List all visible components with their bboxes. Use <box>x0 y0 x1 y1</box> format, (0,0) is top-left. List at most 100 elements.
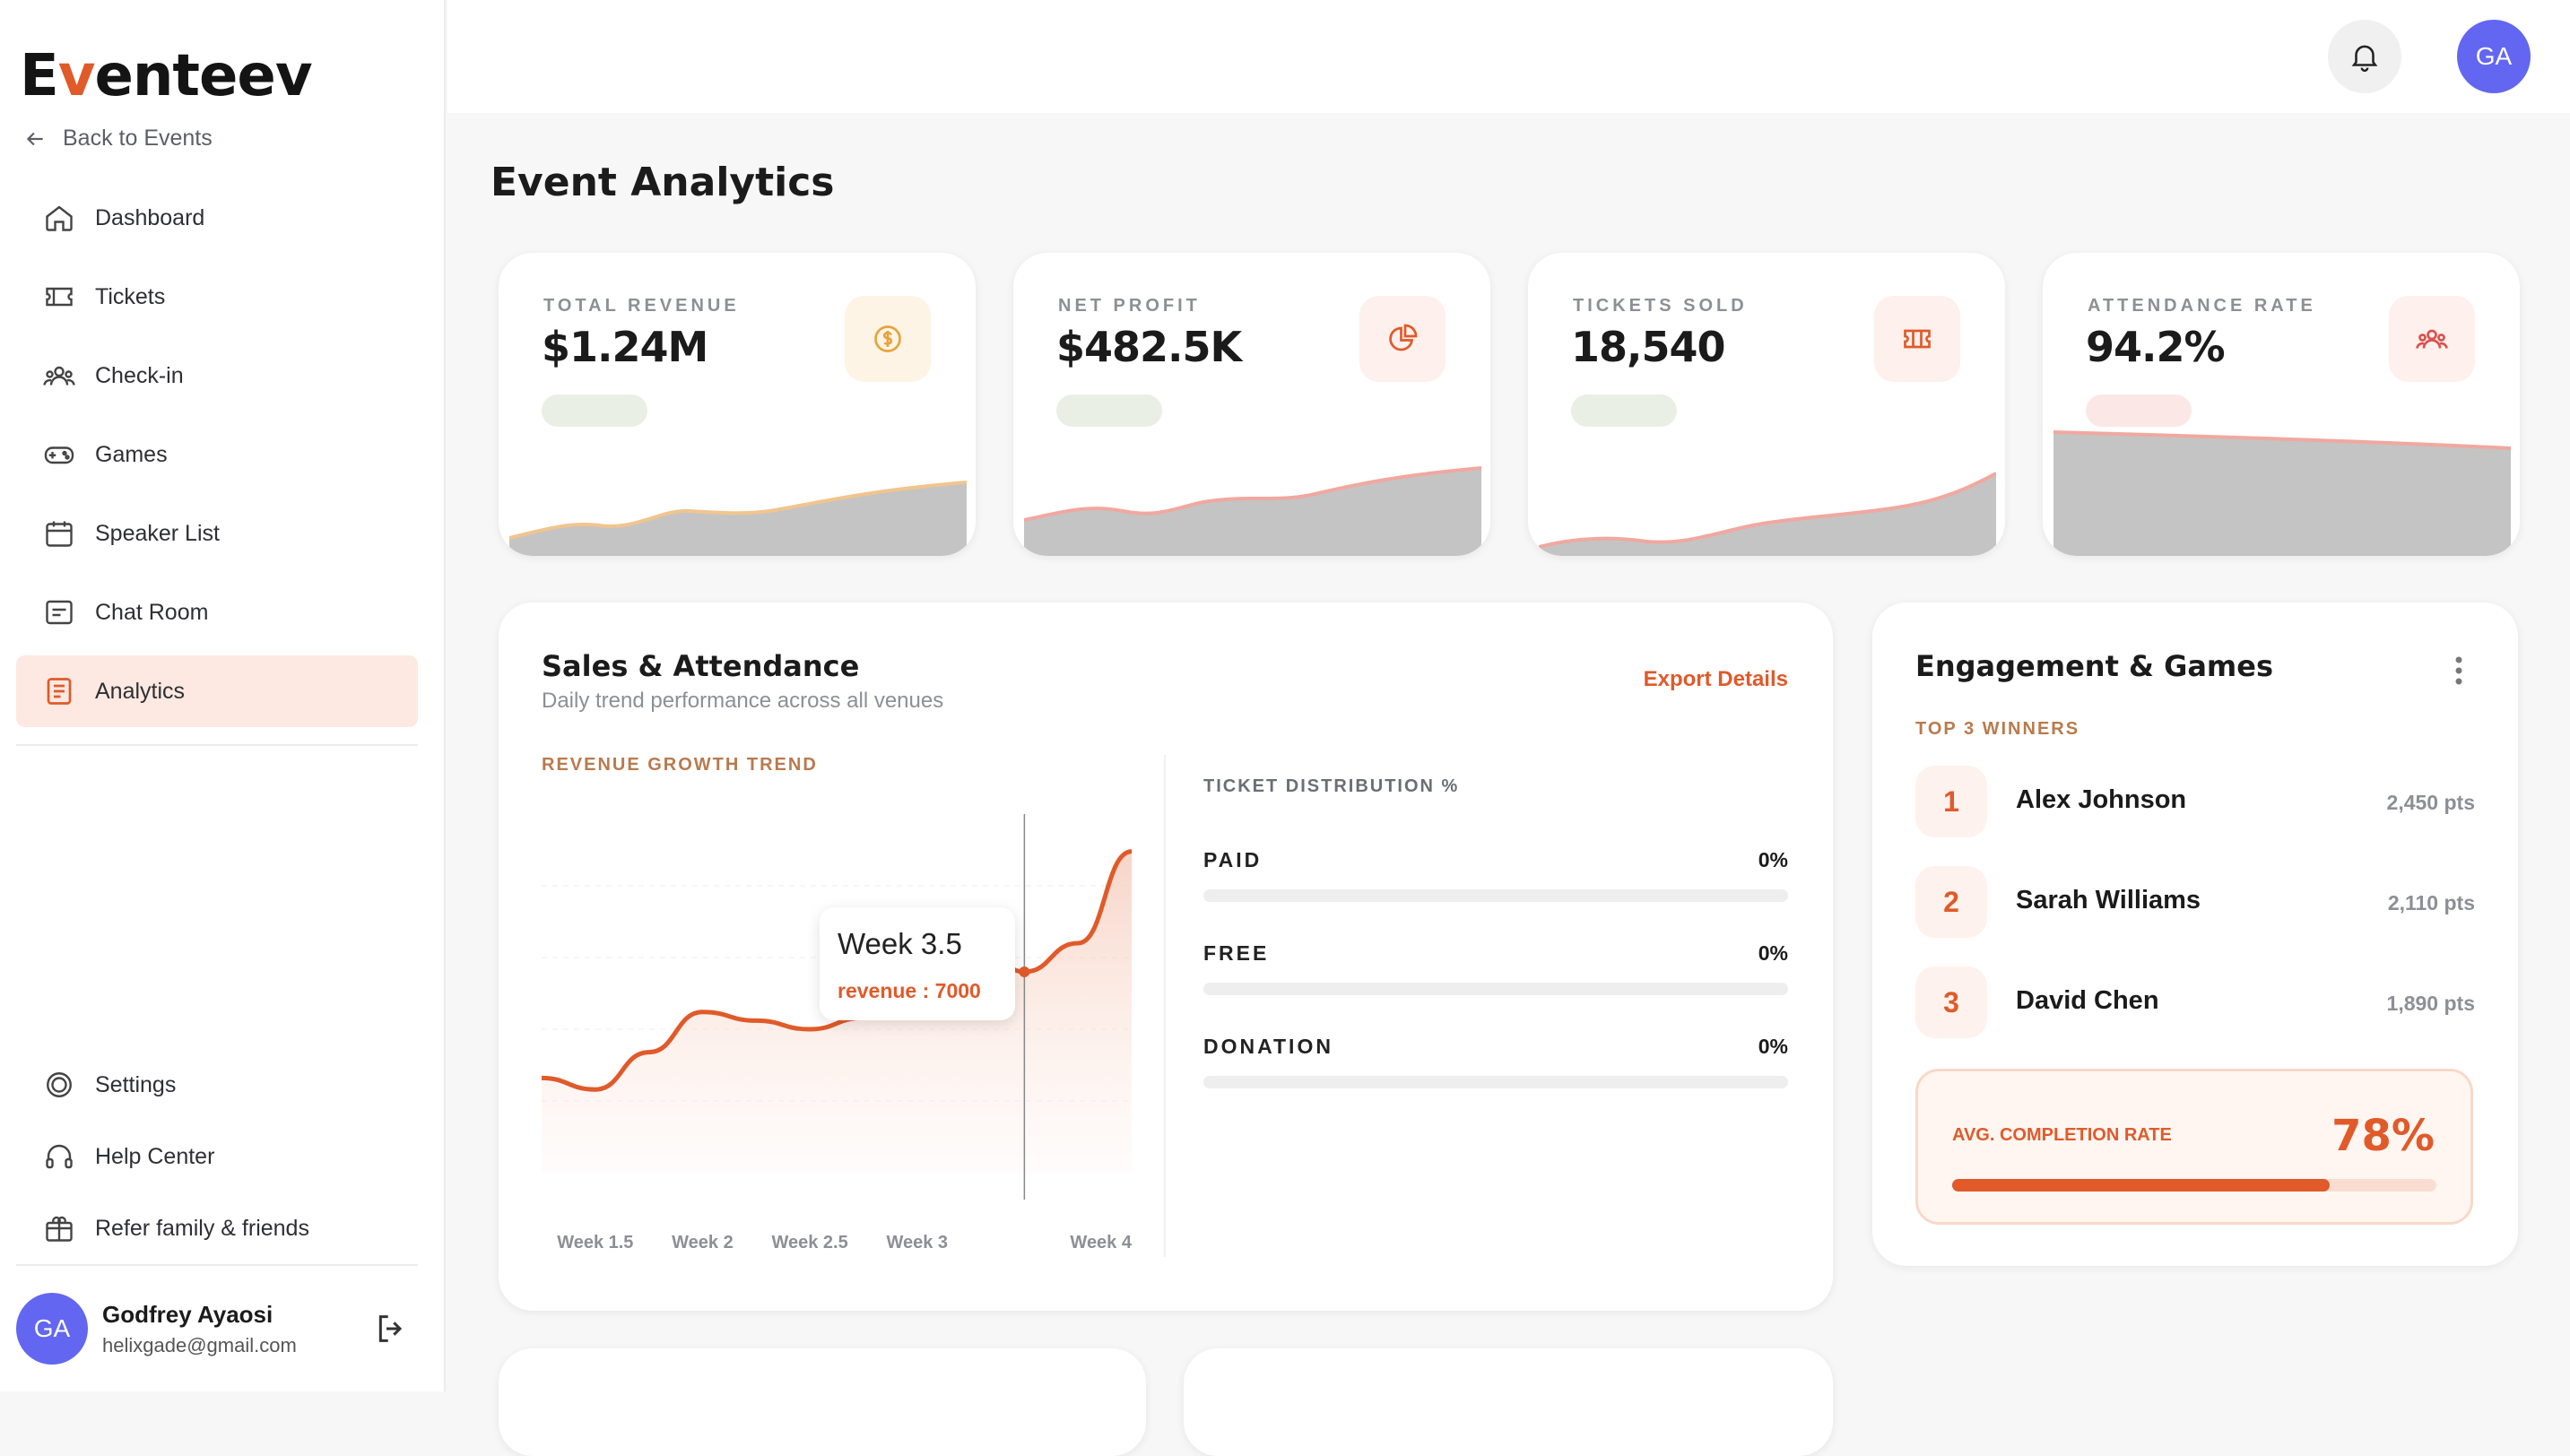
completion-progress-fill <box>1952 1179 2331 1192</box>
back-to-events-link[interactable]: Back to Events <box>23 126 213 152</box>
sidebar-item-check-in[interactable]: Check-in <box>16 340 418 412</box>
winners-label: TOP 3 WINNERS <box>1915 719 2080 739</box>
bell-icon <box>2351 45 2378 73</box>
home-icon <box>46 205 73 231</box>
user-email: helixgade@gmail.com <box>102 1333 297 1356</box>
sidebar-item-speaker-list[interactable]: Speaker List <box>16 498 418 569</box>
avatar[interactable]: GA <box>16 1293 88 1365</box>
kpi-card-net-profit: NET PROFIT $482.5K <box>1013 253 1490 556</box>
ticket-icon <box>46 287 73 307</box>
sidebar-item-dashboard[interactable]: Dashboard <box>16 182 418 254</box>
rank-badge: 3 <box>1915 966 1987 1038</box>
card-title: Engagement & Games <box>1915 649 2274 683</box>
users-icon <box>43 366 75 386</box>
kpi-icon-box <box>1359 296 1446 382</box>
x-tick-label: Week 2 <box>672 1233 734 1252</box>
winner-name: David Chen <box>2016 986 2159 1015</box>
completion-progress-track <box>1952 1179 2436 1192</box>
trend-pill <box>542 394 647 427</box>
export-details-button[interactable]: Export Details <box>1643 667 1788 691</box>
distribution-label: FREE <box>1203 941 1270 965</box>
x-tick-label: Week 2.5 <box>771 1233 847 1252</box>
winner-row: 3 David Chen 1,890 pts <box>1915 966 2475 1038</box>
kpi-value: $482.5K <box>1056 323 1242 371</box>
kpi-card-tickets-sold: TICKETS SOLD 18,540 <box>1528 253 2005 556</box>
notifications-button[interactable] <box>2328 20 2401 93</box>
kpi-label: TICKETS SOLD <box>1573 296 1748 316</box>
dollar-icon <box>874 325 901 352</box>
kpi-icon-box <box>845 296 931 382</box>
winner-points: 2,110 pts <box>2387 891 2475 914</box>
kpi-card-attendance-rate: ATTENDANCE RATE 94.2% <box>2043 253 2520 556</box>
trend-pill <box>1056 394 1162 427</box>
winner-row: 2 Sarah Williams 2,110 pts <box>1915 866 2475 938</box>
sparkline-chart <box>509 481 967 556</box>
distribution-value: 0% <box>1758 848 1788 871</box>
completion-label: AVG. COMPLETION RATE <box>1952 1125 2172 1145</box>
gear-icon <box>47 1072 72 1097</box>
bottom-card-left <box>499 1348 1146 1456</box>
sparkline-chart <box>2053 430 2511 556</box>
ticket-distribution-label: TICKET DISTRIBUTION % <box>1203 776 1460 796</box>
arrow-left-icon <box>26 132 43 145</box>
winner-points: 1,890 pts <box>2386 992 2475 1015</box>
sidebar-item-chat-room[interactable]: Chat Room <box>16 576 418 648</box>
tooltip-title: Week 3.5 <box>838 927 962 960</box>
chart-tooltip: Week 3.5 revenue : 7000 <box>820 907 1015 1020</box>
group-icon <box>2416 329 2448 349</box>
distribution-value: 0% <box>1758 1035 1788 1058</box>
chart-divider <box>1164 755 1166 1257</box>
x-tick-label: Week 3 <box>886 1233 948 1252</box>
gamepad-icon <box>44 446 74 464</box>
kpi-value: 18,540 <box>1571 323 1726 371</box>
rank-badge: 1 <box>1915 766 1987 837</box>
sidebar-item-refer[interactable]: Refer family & friends <box>16 1192 418 1264</box>
kpi-card-total-revenue: TOTAL REVENUE $1.24M <box>499 253 976 556</box>
card-title: Sales & Attendance <box>542 649 860 683</box>
winner-points: 2,450 pts <box>2386 791 2475 814</box>
kpi-icon-box <box>2389 296 2475 382</box>
x-tick-label: Week 4 <box>1070 1233 1132 1252</box>
brand-logo[interactable]: Eventeev <box>20 43 313 109</box>
sidebar-bottom-nav: Settings Help Center Refer family & frie… <box>16 1049 418 1264</box>
gift-icon <box>46 1216 73 1242</box>
distribution-bar <box>1203 1076 1788 1088</box>
x-tick-label: Week 1.5 <box>557 1233 633 1252</box>
logout-icon[interactable] <box>373 1311 409 1347</box>
distribution-value: 0% <box>1758 941 1788 965</box>
kpi-value: $1.24M <box>542 323 708 371</box>
report-icon <box>47 678 72 705</box>
sparkline-chart <box>1539 472 1996 556</box>
hover-point[interactable] <box>1019 966 1030 977</box>
sidebar-item-analytics[interactable]: Analytics <box>16 655 418 727</box>
user-divider <box>16 1264 418 1266</box>
sidebar-item-help-center[interactable]: Help Center <box>16 1121 418 1192</box>
distribution-label: DONATION <box>1203 1035 1333 1058</box>
more-options-icon[interactable] <box>2453 654 2464 687</box>
revenue-trend-label: REVENUE GROWTH TREND <box>542 755 818 775</box>
headset-icon <box>46 1144 73 1169</box>
kpi-value: 94.2% <box>2086 323 2226 371</box>
kpi-label: TOTAL REVENUE <box>543 296 740 316</box>
distribution-row-free: FREE 0% <box>1203 941 1788 995</box>
distribution-bar <box>1203 983 1788 995</box>
kpi-label: ATTENDANCE RATE <box>2088 296 2316 316</box>
sidebar-item-settings[interactable]: Settings <box>16 1049 418 1121</box>
sidebar-nav: Dashboard Tickets Check-in Games Speaker… <box>16 182 418 734</box>
winner-name: Sarah Williams <box>2016 886 2201 914</box>
revenue-area <box>542 851 1132 1173</box>
winner-row: 1 Alex Johnson 2,450 pts <box>1915 766 2475 837</box>
sidebar-item-games[interactable]: Games <box>16 419 418 490</box>
trend-pill <box>2086 394 2192 427</box>
top-avatar[interactable]: GA <box>2457 20 2531 93</box>
user-info: Godfrey Ayaosi helixgade@gmail.com <box>102 1301 297 1357</box>
calendar-icon <box>46 521 73 547</box>
sidebar: Eventeev Back to Events Dashboard Ticket… <box>0 0 446 1391</box>
revenue-line-chart: Week 1.5 Week 2 Week 2.5 Week 3 Week 4 <box>541 814 1133 1252</box>
kpi-label: NET PROFIT <box>1058 296 1201 316</box>
ticket-icon <box>1904 329 1931 349</box>
nav-divider <box>16 744 418 746</box>
distribution-row-paid: PAID 0% <box>1203 848 1788 902</box>
sidebar-item-tickets[interactable]: Tickets <box>16 261 418 333</box>
engagement-card: Engagement & Games TOP 3 WINNERS 1 Alex … <box>1872 602 2518 1266</box>
